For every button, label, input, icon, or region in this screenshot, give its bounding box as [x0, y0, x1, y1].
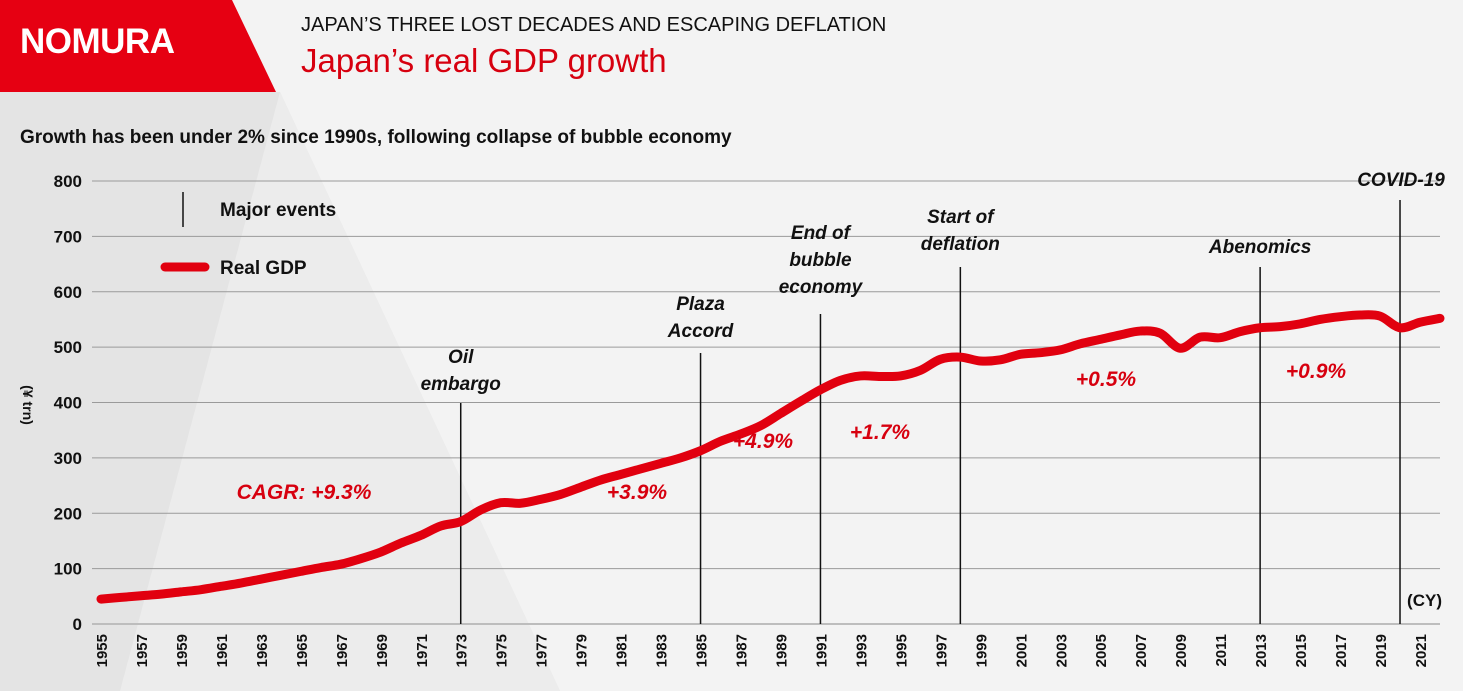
- x-tick-label: 1971: [414, 634, 431, 667]
- x-tick-label: 1967: [334, 634, 351, 667]
- x-tick-label: 2015: [1293, 634, 1310, 667]
- x-tick-label: 1975: [494, 634, 511, 667]
- event-label: COVID-19: [1357, 170, 1445, 191]
- chart-title: Japan’s real GDP growth: [301, 42, 667, 79]
- y-tick-label: 600: [54, 283, 82, 302]
- growth-annotation: +4.9%: [733, 430, 793, 453]
- page-overline: JAPAN’S THREE LOST DECADES AND ESCAPING …: [301, 14, 887, 36]
- y-tick-label: 100: [54, 560, 82, 579]
- x-tick-label: 1957: [134, 634, 151, 667]
- x-tick-label: 1981: [614, 634, 631, 667]
- growth-annotation: +3.9%: [607, 481, 667, 504]
- x-axis-ticks: 1955 1957 1959 1961 1963 1965 1967 1969 1971 1973…: [94, 634, 1430, 667]
- x-axis-label: (CY): [1407, 591, 1442, 610]
- growth-annotation: CAGR: +9.3%: [237, 481, 372, 504]
- brand-band: [0, 0, 276, 92]
- growth-annotation: +1.7%: [850, 421, 910, 444]
- x-tick-label: 1979: [574, 634, 591, 667]
- x-tick-label: 1991: [813, 634, 830, 667]
- x-tick-label: 1995: [893, 634, 910, 667]
- x-tick-label: 2011: [1213, 634, 1230, 667]
- legend: Major events Real GDP: [160, 192, 336, 279]
- y-tick-label: 0: [73, 615, 82, 634]
- event-label: Abenomics: [1208, 237, 1311, 258]
- x-tick-label: 1983: [654, 634, 671, 667]
- x-tick-label: 1961: [214, 634, 231, 667]
- grid-lines: [92, 180, 1440, 625]
- growth-annotation: +0.9%: [1286, 360, 1346, 383]
- x-tick-label: 1959: [174, 634, 191, 667]
- x-tick-label: 1969: [374, 634, 391, 667]
- y-tick-label: 300: [54, 449, 82, 468]
- brand-logo: NOMURA: [20, 22, 175, 61]
- x-tick-label: 1985: [694, 634, 711, 667]
- y-tick-label: 200: [54, 504, 82, 523]
- x-tick-label: 1987: [734, 634, 751, 667]
- x-tick-label: 1999: [973, 634, 990, 667]
- x-tick-label: 2013: [1253, 634, 1270, 667]
- event-label: End of bubble economy: [779, 223, 864, 298]
- x-tick-label: 2005: [1093, 634, 1110, 667]
- x-tick-label: 1965: [294, 634, 311, 667]
- y-tick-label: 800: [54, 172, 82, 191]
- x-tick-label: 1955: [94, 634, 111, 667]
- event-label: Plaza Accord: [667, 294, 734, 342]
- x-tick-label: 1993: [853, 634, 870, 667]
- x-tick-label: 1989: [773, 634, 790, 667]
- y-tick-label: 700: [54, 227, 82, 246]
- event-label: Start of deflation: [921, 207, 1000, 255]
- event-markers: Oil embargo Plaza Accord End of bubble economy…: [421, 170, 1445, 624]
- growth-annotation: +0.5%: [1076, 368, 1136, 391]
- chart-subtitle: Growth has been under 2% since 1990s, fo…: [20, 127, 732, 148]
- legend-label-real-gdp: Real GDP: [220, 258, 307, 279]
- x-tick-label: 2001: [1013, 634, 1030, 667]
- x-tick-label: 2017: [1333, 634, 1350, 667]
- event-label: Oil embargo: [421, 347, 501, 395]
- x-tick-label: 1997: [933, 634, 950, 667]
- x-tick-label: 2007: [1133, 634, 1150, 667]
- x-tick-label: 1977: [534, 634, 551, 667]
- real-gdp-line: [96, 310, 1445, 604]
- x-tick-label: 2019: [1373, 634, 1390, 667]
- x-tick-label: 1963: [254, 634, 271, 667]
- growth-annotations: CAGR: +9.3% +3.9% +4.9% +1.7% +0.5% +0.9%: [237, 360, 1347, 504]
- x-tick-label: 2003: [1053, 634, 1070, 667]
- x-tick-label: 2009: [1173, 634, 1190, 667]
- legend-label-major-events: Major events: [220, 200, 336, 221]
- y-axis-ticks: 0 100 200 300 400 500 600 700 800: [54, 172, 82, 634]
- y-tick-label: 500: [54, 338, 82, 357]
- background-triangle: [120, 92, 560, 691]
- x-tick-label: 2021: [1413, 634, 1430, 667]
- y-axis-label: (¥ trn): [20, 385, 36, 425]
- x-tick-label: 1973: [454, 634, 471, 667]
- y-tick-label: 400: [54, 394, 82, 413]
